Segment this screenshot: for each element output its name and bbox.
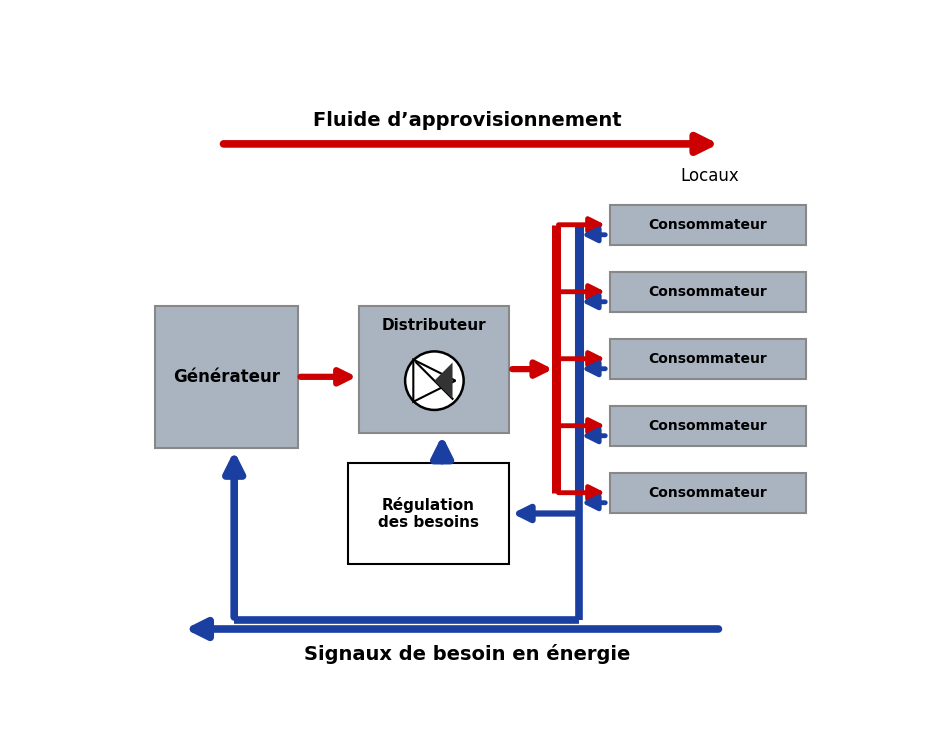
Text: Consommateur: Consommateur — [648, 285, 767, 298]
Text: Locaux: Locaux — [680, 167, 739, 185]
Bar — [348, 464, 510, 563]
Text: Consommateur: Consommateur — [648, 419, 767, 433]
Bar — [359, 305, 510, 433]
Text: Consommateur: Consommateur — [648, 352, 767, 366]
Bar — [155, 305, 298, 448]
Text: Distributeur: Distributeur — [382, 318, 486, 333]
Text: Consommateur: Consommateur — [648, 217, 767, 232]
Text: Consommateur: Consommateur — [648, 486, 767, 500]
Bar — [609, 339, 806, 379]
Text: Générateur: Générateur — [173, 368, 280, 386]
Polygon shape — [434, 362, 452, 399]
Bar — [609, 272, 806, 312]
Bar — [609, 472, 806, 513]
Bar — [609, 406, 806, 445]
Circle shape — [405, 352, 464, 410]
Polygon shape — [413, 359, 455, 402]
Text: Régulation
des besoins: Régulation des besoins — [378, 496, 479, 530]
Text: Fluide d’approvisionnement: Fluide d’approvisionnement — [313, 111, 622, 130]
Bar — [609, 205, 806, 245]
Text: Signaux de besoin en énergie: Signaux de besoin en énergie — [304, 644, 630, 664]
